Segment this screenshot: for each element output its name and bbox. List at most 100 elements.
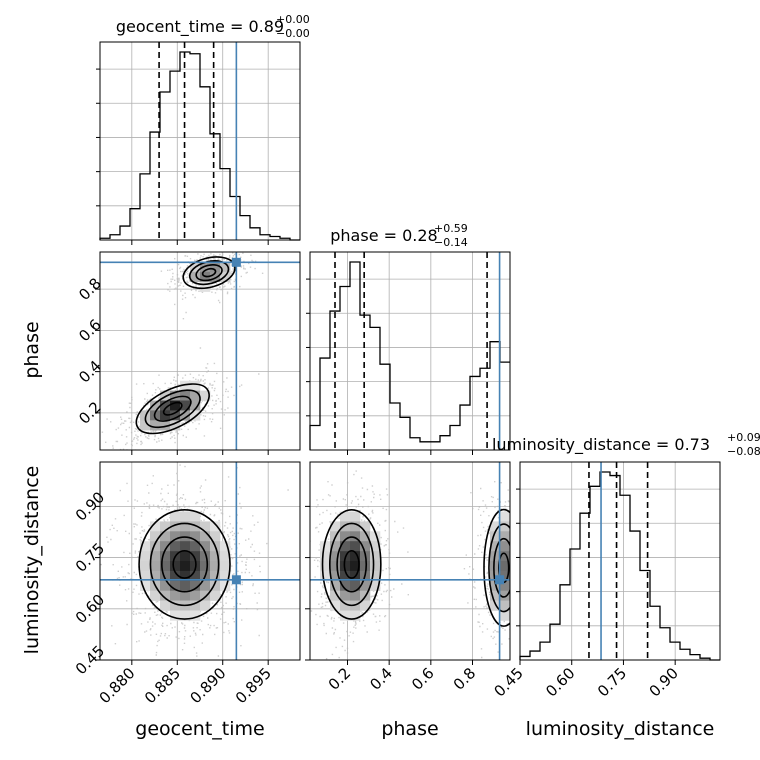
density-cell (210, 561, 221, 572)
density-cell (180, 541, 191, 552)
density-cell (350, 541, 361, 552)
density-cell (190, 580, 201, 591)
histogram-geocent_time (99, 51, 300, 241)
xtick-label: 0.75 (594, 664, 630, 700)
xtick-label: 0.45 (490, 664, 526, 700)
contour-line (149, 522, 220, 607)
histogram-phase (309, 261, 510, 450)
density-cell (200, 600, 211, 611)
density-cell (170, 390, 181, 401)
density-cell (190, 600, 201, 611)
density-cell (200, 541, 211, 552)
density-cell (170, 541, 181, 552)
density-cell (190, 390, 201, 401)
density-cell (180, 570, 191, 582)
density-cell (370, 561, 381, 572)
density-cell (210, 261, 221, 273)
xtick-label: 0.2 (325, 664, 355, 694)
xtick-label: 0.90 (646, 664, 682, 700)
density-cell (150, 420, 161, 431)
density-cell (350, 561, 361, 572)
density-cell (170, 531, 181, 542)
density-cell (330, 590, 341, 601)
density-cell (170, 590, 181, 601)
xtick-label: 0.4 (366, 664, 396, 694)
density-cell (170, 511, 181, 522)
density-cell (160, 410, 171, 421)
density-cell (340, 580, 351, 591)
density-cell (180, 610, 191, 621)
density-cell (340, 531, 351, 542)
density-cell (170, 410, 181, 421)
title-geocent-time-minus: −0.00 (276, 27, 310, 40)
density-cell (160, 590, 171, 601)
panel-luminosity_distance_vs_phase (310, 462, 510, 660)
density-cell (200, 590, 211, 601)
density-cell (170, 561, 181, 572)
contour-line (153, 395, 192, 422)
density-cell (200, 580, 211, 591)
density-cell (220, 261, 231, 273)
density-cell (370, 580, 381, 591)
contour-line (135, 383, 210, 435)
density-cell (170, 580, 181, 591)
ytick-label: 0.60 (72, 591, 108, 627)
density-cell (160, 531, 171, 542)
xtick-label: 0.890 (186, 664, 229, 707)
density-cell (340, 570, 351, 582)
title-phase-plus: +0.59 (434, 222, 468, 235)
density-cell (150, 551, 161, 562)
density-cell (220, 570, 231, 582)
density-cell (330, 541, 341, 552)
density-cell (190, 521, 201, 532)
density-cell (160, 420, 171, 431)
title-luminosity-distance: luminosity_distance = 0.73 (492, 435, 710, 455)
density-cell (170, 521, 181, 532)
density-cell (500, 600, 510, 611)
density-cell (160, 551, 171, 562)
density-cell (320, 541, 331, 552)
density-cell (490, 561, 501, 572)
density-cell (190, 590, 201, 601)
density-cell (180, 561, 191, 572)
panel-phase-marginal (309, 251, 511, 451)
density-cell (170, 400, 181, 411)
density-cell (320, 570, 331, 582)
contour-line (483, 508, 510, 627)
xtick-label: 0.60 (542, 664, 578, 700)
density-cell (180, 511, 191, 522)
contour-line (172, 549, 197, 579)
density-cell (350, 551, 361, 562)
density-cell (490, 541, 501, 552)
density-cell (140, 541, 151, 552)
density-cell (160, 400, 171, 411)
density-cell (330, 570, 341, 582)
density-cell (500, 511, 510, 522)
density-cell (350, 521, 361, 532)
title-luminosity-distance-minus: −0.08 (727, 445, 760, 458)
density-cell (350, 580, 361, 591)
density-cell (160, 561, 171, 572)
density-cell (190, 410, 201, 421)
density-cell (200, 551, 211, 562)
density-cell (360, 521, 371, 532)
density-cell (370, 541, 381, 552)
density-cell (490, 600, 501, 611)
density-cell (190, 531, 201, 542)
density-cell (360, 561, 371, 572)
contour-line (144, 389, 201, 429)
density-cell (140, 551, 151, 562)
injection-marker (495, 575, 505, 585)
density-cell (180, 400, 191, 411)
title-luminosity-distance-plus: +0.09 (727, 431, 760, 444)
contour-line (201, 267, 217, 278)
density-cell (220, 551, 231, 562)
contour-line (328, 522, 375, 607)
density-cell (190, 271, 201, 282)
density-cell (180, 551, 191, 562)
density-cell (490, 521, 501, 532)
density-cell (330, 580, 341, 591)
density-cell (500, 590, 510, 601)
density-cell (220, 580, 231, 591)
density-cell (500, 570, 510, 582)
